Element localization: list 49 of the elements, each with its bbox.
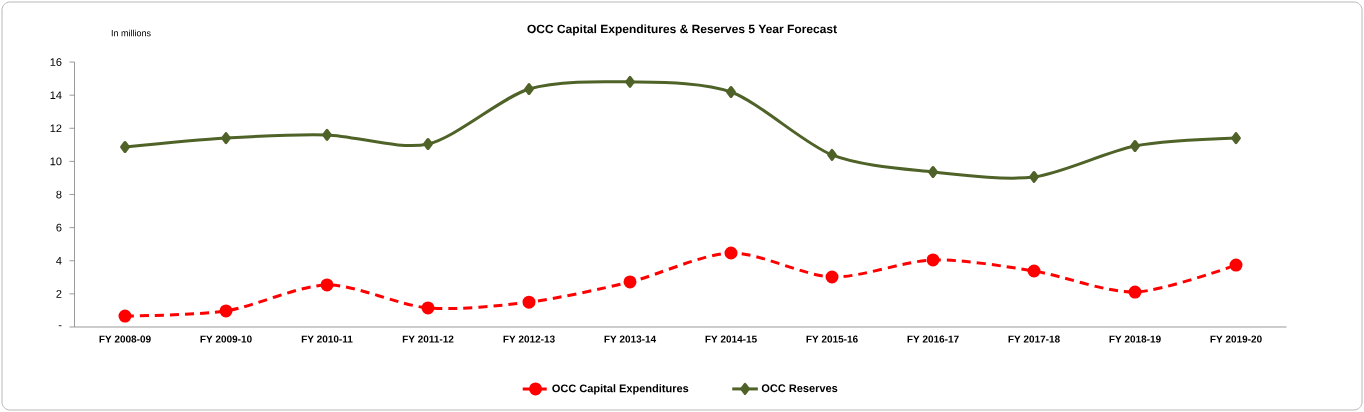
point [118, 309, 132, 323]
legend-label: OCC Reserves [761, 384, 838, 393]
point [322, 128, 332, 141]
point [724, 246, 738, 260]
x-tick-label: FY 2010-11 [301, 335, 353, 343]
y-tick-label: 10 [50, 157, 62, 166]
point [1027, 264, 1041, 278]
point [926, 253, 940, 267]
point [623, 275, 637, 289]
point [221, 132, 231, 145]
x-tick-label: FY 2019-20 [1210, 335, 1262, 343]
y-tick-label: 16 [50, 58, 62, 66]
point [825, 270, 839, 284]
point [1128, 285, 1142, 299]
x-tick-label: FY 2013-14 [604, 335, 657, 343]
point [1231, 132, 1241, 145]
x-tick-label: FY 2011-12 [402, 335, 454, 343]
point [524, 83, 534, 96]
y-axis-title: In millions [111, 29, 151, 37]
point [625, 75, 635, 88]
y-tick-label: - [58, 325, 62, 327]
point [120, 140, 130, 153]
point [726, 86, 736, 99]
y-tick-label: 14 [50, 91, 62, 99]
point [1029, 170, 1039, 183]
point [423, 138, 433, 151]
point [928, 165, 938, 178]
legend-label: OCC Capital Expenditures [552, 384, 689, 395]
y-tick-label: 8 [56, 190, 62, 199]
y-tick-label: 4 [56, 256, 62, 265]
y-tick-label: 6 [56, 223, 62, 232]
point [1229, 258, 1243, 272]
point [219, 304, 233, 318]
x-tick-label: FY 2009-10 [200, 335, 252, 343]
point [421, 301, 435, 315]
x-tick-label: FY 2014-15 [705, 335, 757, 343]
x-tick-label: FY 2015-16 [806, 335, 858, 343]
point [827, 148, 837, 161]
y-tick-label: 12 [50, 124, 62, 133]
y-tick-label: 2 [56, 290, 62, 298]
point [1130, 139, 1140, 152]
x-tick-label: FY 2016-17 [907, 335, 959, 343]
x-tick-label: FY 2018-19 [1109, 335, 1161, 343]
x-tick-label: FY 2017-18 [1008, 335, 1060, 343]
point [522, 295, 536, 309]
point [320, 278, 334, 292]
x-tick-label: FY 2012-13 [503, 335, 555, 343]
x-tick-label: FY 2008-09 [99, 335, 151, 343]
chart-title: OCC Capital Expenditures & Reserves 5 Year Forecast [527, 24, 837, 36]
